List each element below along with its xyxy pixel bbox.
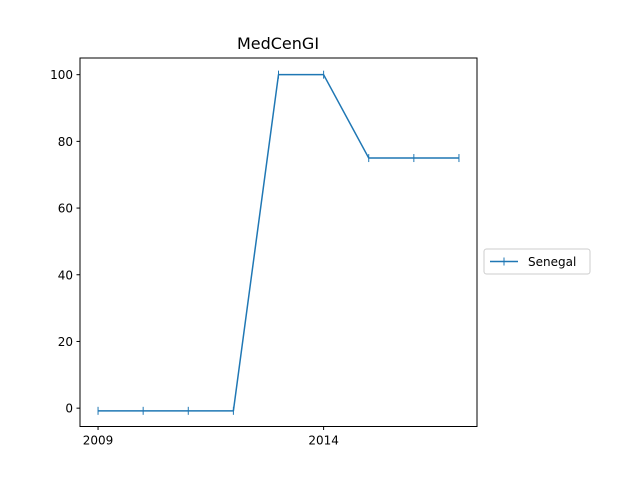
legend-label[interactable]: Senegal (528, 255, 576, 269)
legend-box (483, 248, 591, 275)
y-tick-label: 40 (58, 268, 73, 282)
y-tick-label: 0 (65, 402, 73, 416)
y-tick-label: 60 (58, 202, 73, 216)
y-tick-label: 20 (58, 335, 73, 349)
legend[interactable]: Senegal (483, 248, 591, 275)
plot-area (97, 70, 460, 415)
chart-title: MedCenGI (237, 34, 319, 53)
y-tick-label: 100 (50, 68, 73, 82)
y-tick-label: 80 (58, 135, 73, 149)
axes-frame (79, 57, 478, 427)
x-tick-label: 2014 (308, 434, 339, 448)
x-axis: 2009 2014 (83, 426, 339, 448)
y-axis: 0 20 40 60 80 100 (50, 68, 80, 416)
x-tick-label: 2009 (83, 434, 114, 448)
